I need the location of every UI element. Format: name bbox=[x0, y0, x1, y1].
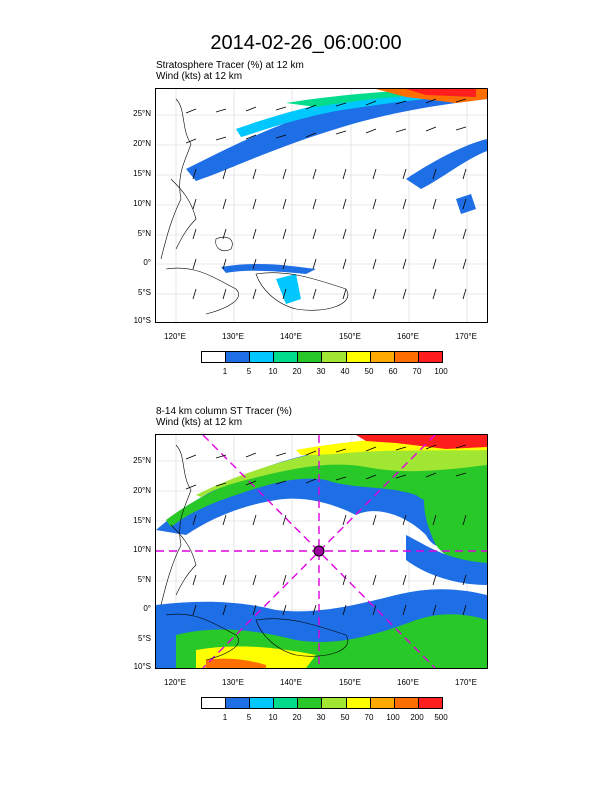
bottom-panel-subtitle-line2: Wind (kts) at 12 km bbox=[156, 417, 243, 428]
bottom-lon-label: 160°E bbox=[397, 678, 419, 687]
bottom-colorbar-swatch bbox=[322, 698, 347, 708]
top-panel-subtitle-line2: Wind (kts) at 12 km bbox=[156, 71, 243, 82]
bottom-colorbar-swatch bbox=[370, 698, 395, 708]
top-colorbar-label: 5 bbox=[246, 367, 252, 376]
bottom-colorbar-swatch bbox=[274, 698, 299, 708]
bottom-lon-label: 150°E bbox=[339, 678, 361, 687]
bottom-colorbar-label: 500 bbox=[434, 713, 448, 722]
bottom-colorbar-swatch bbox=[298, 698, 323, 708]
top-lat-label: 10°N bbox=[133, 199, 151, 208]
bottom-colorbar bbox=[201, 697, 443, 709]
bottom-lat-label: 15°N bbox=[133, 516, 151, 525]
bottom-colorbar-label: 30 bbox=[316, 713, 326, 722]
bottom-lat-label: 0° bbox=[143, 604, 151, 613]
top-lat-label: 5°S bbox=[138, 288, 151, 297]
bottom-lat-label: 20°N bbox=[133, 486, 151, 495]
bottom-wind-barbs bbox=[185, 444, 467, 616]
top-wind-barbs bbox=[185, 98, 467, 300]
bottom-colorbar-label: 200 bbox=[410, 713, 424, 722]
top-colorbar-label: 50 bbox=[364, 367, 374, 376]
top-colorbar-swatch bbox=[394, 352, 419, 362]
figure-title: 2014-02-26_06:00:00 bbox=[210, 32, 402, 54]
top-lon-label: 170°E bbox=[455, 332, 477, 341]
bottom-lat-label: 5°S bbox=[138, 634, 151, 643]
bottom-lon-label: 120°E bbox=[164, 678, 186, 687]
top-colorbar-swatch bbox=[202, 352, 227, 362]
bottom-colorbar-swatch bbox=[202, 698, 227, 708]
top-tracer-east-blob bbox=[406, 139, 487, 189]
top-colorbar-label: 100 bbox=[434, 367, 448, 376]
bottom-lat-label: 10°N bbox=[133, 545, 151, 554]
bottom-tracer-core-red bbox=[356, 435, 487, 449]
top-colorbar-swatch bbox=[226, 352, 251, 362]
bottom-tracer-south-orange bbox=[206, 658, 266, 668]
bottom-tracer-east-blue bbox=[406, 535, 487, 585]
top-lon-label: 150°E bbox=[339, 332, 361, 341]
bottom-colorbar-label: 70 bbox=[364, 713, 374, 722]
bottom-panel-subtitle: 8-14 km column ST Tracer (%) Wind (kts) … bbox=[156, 406, 292, 428]
top-lon-label: 140°E bbox=[280, 332, 302, 341]
top-colorbar-label: 10 bbox=[268, 367, 278, 376]
top-tracer-south bbox=[221, 263, 316, 274]
top-colorbar-swatch bbox=[274, 352, 299, 362]
bottom-colorbar-swatch bbox=[226, 698, 251, 708]
top-lat-label: 25°N bbox=[133, 109, 151, 118]
bottom-colorbar-swatch bbox=[418, 698, 442, 708]
bottom-colorbar-label: 20 bbox=[292, 713, 302, 722]
bottom-map-plot bbox=[156, 435, 487, 668]
bottom-colorbar-label: 1 bbox=[222, 713, 228, 722]
bottom-colorbar-swatch bbox=[346, 698, 371, 708]
bottom-lat-label: 5°N bbox=[137, 575, 151, 584]
top-panel-subtitle-line1: Stratosphere Tracer (%) at 12 km bbox=[156, 60, 304, 71]
bottom-lat-label: 25°N bbox=[133, 456, 151, 465]
bottom-lat-label: 10°S bbox=[133, 662, 151, 671]
top-colorbar-swatch bbox=[418, 352, 442, 362]
top-lat-label: 10°S bbox=[133, 316, 151, 325]
bottom-tracer-northern-band-lime bbox=[196, 435, 487, 497]
bottom-cross-section-lines bbox=[156, 435, 487, 668]
bottom-storm-center-marker bbox=[313, 545, 325, 557]
bottom-colorbar-label: 50 bbox=[340, 713, 350, 722]
top-colorbar-label: 20 bbox=[292, 367, 302, 376]
bottom-colorbar-label: 10 bbox=[268, 713, 278, 722]
top-coastlines bbox=[160, 98, 349, 315]
top-colorbar-label: 40 bbox=[340, 367, 350, 376]
bottom-colorbar-label: 100 bbox=[386, 713, 400, 722]
top-colorbar bbox=[201, 351, 443, 363]
top-colorbar-swatch bbox=[298, 352, 323, 362]
bottom-colorbar-label: 5 bbox=[246, 713, 252, 722]
bottom-panel-subtitle-line1: 8-14 km column ST Tracer (%) bbox=[156, 406, 292, 417]
top-colorbar-label: 1 bbox=[222, 367, 228, 376]
bottom-lon-label: 130°E bbox=[222, 678, 244, 687]
top-colorbar-label: 60 bbox=[388, 367, 398, 376]
top-colorbar-swatch bbox=[346, 352, 371, 362]
top-colorbar-label: 30 bbox=[316, 367, 326, 376]
bottom-colorbar-swatch bbox=[394, 698, 419, 708]
top-colorbar-swatch bbox=[322, 352, 347, 362]
bottom-map bbox=[155, 434, 488, 669]
top-map bbox=[155, 88, 488, 323]
top-lon-label: 130°E bbox=[222, 332, 244, 341]
top-colorbar-swatch bbox=[370, 352, 395, 362]
top-lat-label: 5°N bbox=[137, 229, 151, 238]
top-lat-label: 0° bbox=[143, 258, 151, 267]
bottom-coastlines bbox=[160, 444, 349, 661]
top-lon-label: 120°E bbox=[164, 332, 186, 341]
top-panel-subtitle: Stratosphere Tracer (%) at 12 km Wind (k… bbox=[156, 60, 304, 82]
top-tracer-core-red bbox=[406, 89, 476, 97]
top-tracer-south2 bbox=[276, 274, 301, 304]
top-lon-label: 160°E bbox=[397, 332, 419, 341]
top-map-plot bbox=[156, 89, 487, 322]
bottom-lon-label: 140°E bbox=[280, 678, 302, 687]
top-colorbar-swatch bbox=[250, 352, 275, 362]
bottom-colorbar-swatch bbox=[250, 698, 275, 708]
bottom-tracer-east-green bbox=[424, 473, 487, 565]
bottom-lon-label: 170°E bbox=[455, 678, 477, 687]
top-lat-label: 15°N bbox=[133, 169, 151, 178]
top-tracer-east-spot bbox=[456, 194, 476, 214]
top-lat-label: 20°N bbox=[133, 139, 151, 148]
top-colorbar-label: 70 bbox=[412, 367, 422, 376]
